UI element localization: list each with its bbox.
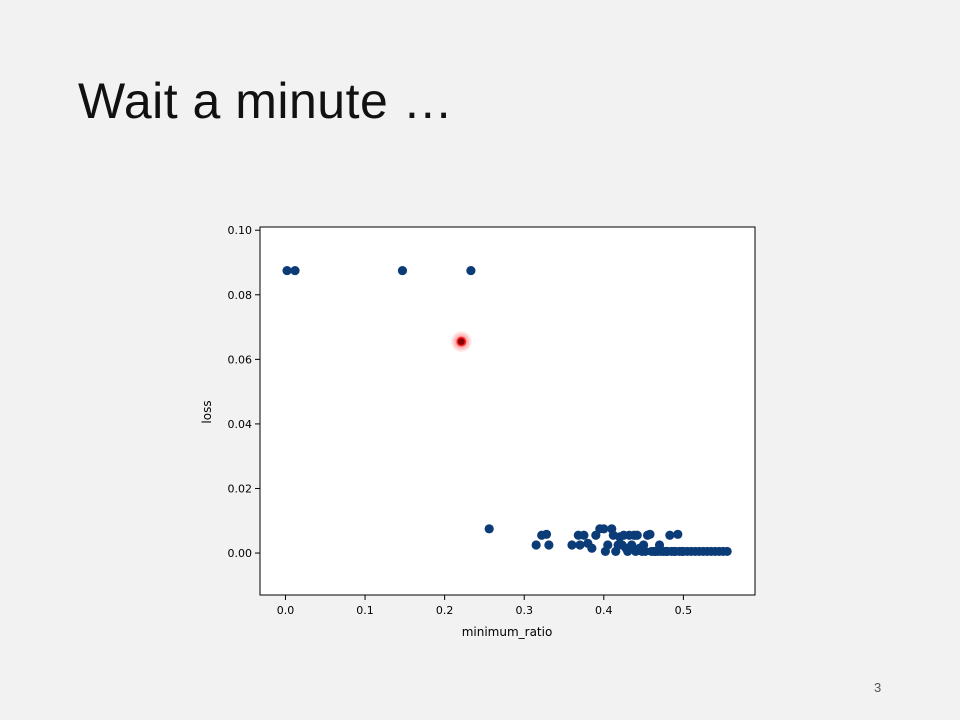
highlighted-point	[456, 336, 467, 347]
slide-title: Wait a minute …	[78, 73, 454, 129]
y-tick-label: 0.10	[228, 224, 253, 237]
x-tick-label: 0.4	[595, 604, 613, 617]
x-axis-label: minimum_ratio	[462, 625, 553, 639]
scatter-point	[397, 265, 408, 276]
y-axis-label: loss	[200, 400, 214, 423]
scatter-point	[579, 530, 589, 540]
scatter-point	[531, 540, 541, 550]
y-tick-label: 0.06	[228, 353, 253, 366]
plot-frame	[259, 226, 756, 596]
x-tick-label: 0.5	[675, 604, 693, 617]
scatter-points	[282, 265, 732, 557]
y-tick-label: 0.00	[228, 547, 253, 560]
x-tick-label: 0.2	[436, 604, 454, 617]
page-number: 3	[874, 680, 882, 695]
scatter-point	[603, 540, 613, 550]
scatter-point	[544, 540, 554, 550]
scatter-point	[575, 540, 585, 550]
scatter-point	[673, 529, 683, 539]
scatter-point	[645, 529, 655, 539]
scatter-point	[282, 265, 292, 276]
y-tick-label: 0.08	[228, 289, 253, 302]
plot-background	[260, 227, 755, 595]
scatter-point	[665, 530, 675, 540]
y-axis: 0.00 0.02 0.04 0.06 0.08 0.10	[228, 224, 260, 560]
scatter-point	[640, 546, 650, 557]
scatter-point	[541, 529, 552, 539]
x-tick-label: 0.0	[277, 604, 295, 617]
x-tick-label: 0.3	[515, 604, 533, 617]
scatter-point	[632, 530, 642, 540]
y-tick-label: 0.04	[228, 418, 253, 431]
scatter-point	[290, 265, 300, 276]
highlighted-point-group	[450, 330, 473, 353]
scatter-point	[484, 524, 494, 534]
x-axis: 0.0 0.1 0.2 0.3 0.4 0.5	[277, 595, 692, 617]
y-tick-label: 0.02	[228, 482, 253, 495]
scatter-point	[567, 540, 577, 550]
scatter-point	[587, 543, 597, 553]
scatter-point	[722, 546, 732, 557]
x-tick-label: 0.1	[356, 604, 374, 617]
scatter-point	[599, 524, 609, 534]
scatter-point	[466, 265, 476, 276]
